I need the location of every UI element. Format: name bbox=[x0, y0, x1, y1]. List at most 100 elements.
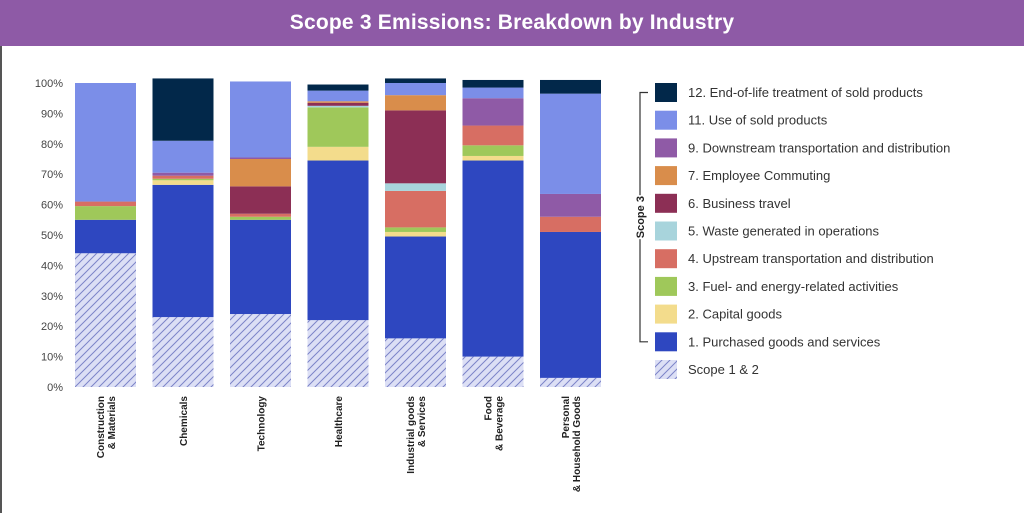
bar-segment bbox=[540, 216, 601, 232]
y-tick-label: 30% bbox=[41, 291, 63, 303]
bar-segment bbox=[307, 107, 369, 147]
legend-label: 2. Capital goods bbox=[688, 307, 782, 322]
bar-segment bbox=[152, 184, 214, 318]
bar-stack bbox=[307, 84, 369, 387]
bar-segment bbox=[75, 83, 136, 202]
svg-text:Personal& Household Goods: Personal& Household Goods bbox=[561, 396, 583, 493]
legend-item: 1. Purchased goods and services bbox=[655, 332, 881, 352]
bar-segment bbox=[385, 183, 446, 191]
bar-segment bbox=[152, 172, 214, 176]
bar-segment bbox=[152, 178, 214, 181]
x-tick-label: Food& Beverage bbox=[484, 396, 506, 451]
y-tick-label: 90% bbox=[41, 108, 63, 120]
legend-label: Scope 1 & 2 bbox=[688, 362, 759, 377]
bar-segment bbox=[230, 219, 291, 315]
chart-title: Scope 3 Emissions: Breakdown by Industry bbox=[289, 11, 735, 34]
legend-item: 2. Capital goods bbox=[655, 304, 782, 324]
bar-segment bbox=[307, 84, 369, 91]
y-tick-label: 70% bbox=[41, 169, 63, 181]
bar-segment bbox=[75, 206, 136, 220]
legend-swatch bbox=[655, 221, 677, 241]
bar-segment bbox=[230, 216, 291, 220]
scope3-bracket: Scope 3 bbox=[633, 91, 648, 343]
bar-segment bbox=[230, 157, 291, 159]
legend-item: 4. Upstream transportation and distribut… bbox=[655, 249, 934, 269]
legend-item: Scope 1 & 2 bbox=[655, 360, 759, 379]
bars bbox=[75, 78, 601, 387]
bar-segment bbox=[385, 231, 446, 237]
bar-segment bbox=[462, 125, 524, 146]
y-tick-label: 60% bbox=[41, 200, 63, 212]
bar-segment bbox=[230, 314, 291, 387]
legend-swatch bbox=[655, 193, 677, 213]
bar-segment bbox=[385, 227, 446, 232]
y-tick-label: 0% bbox=[47, 382, 63, 394]
legend-label: 7. Employee Commuting bbox=[688, 168, 830, 183]
y-tick-label: 10% bbox=[41, 352, 63, 364]
legend-swatch bbox=[655, 332, 677, 352]
legend-swatch bbox=[655, 110, 677, 130]
bar-segment bbox=[230, 186, 291, 214]
bar-segment bbox=[385, 110, 446, 184]
bar-segment bbox=[307, 146, 369, 161]
bar-segment bbox=[307, 160, 369, 321]
bar-segment bbox=[385, 236, 446, 339]
bar-segment bbox=[230, 213, 291, 217]
bar-stack bbox=[462, 79, 524, 387]
bar-stack bbox=[385, 78, 446, 387]
bar-stack bbox=[230, 81, 291, 387]
stacked-bar-chart: 0% 10% 20% 30% 40% 50% 60% 70% 80% 90% 100% Constr… bbox=[35, 78, 950, 493]
bar-segment bbox=[307, 101, 369, 103]
bar-segment bbox=[152, 140, 214, 173]
bar-segment bbox=[75, 253, 136, 387]
legend-swatch bbox=[655, 138, 677, 158]
x-tick-label: Construction& Materials bbox=[96, 396, 118, 459]
bar-segment bbox=[385, 190, 446, 228]
bar-segment bbox=[307, 320, 369, 387]
bar-segment bbox=[540, 193, 601, 217]
bar-segment bbox=[152, 180, 214, 185]
bar-segment bbox=[540, 79, 601, 94]
svg-text:Chemicals: Chemicals bbox=[179, 396, 190, 446]
bar-segment bbox=[307, 102, 369, 106]
bar-segment bbox=[152, 317, 214, 387]
bar-segment bbox=[230, 159, 291, 187]
legend-swatch bbox=[655, 304, 677, 324]
y-tick-label: 40% bbox=[41, 260, 63, 272]
x-axis-labels: Construction& Materials Chemicals Technolo… bbox=[96, 396, 583, 493]
y-axis: 0% 10% 20% 30% 40% 50% 60% 70% 80% 90% 100% bbox=[35, 78, 63, 394]
legend-label: 11. Use of sold products bbox=[688, 113, 828, 128]
bar-segment bbox=[385, 95, 446, 111]
bar-segment bbox=[307, 90, 369, 102]
svg-text:Healthcare: Healthcare bbox=[334, 396, 345, 448]
y-tick-label: 20% bbox=[41, 321, 63, 333]
bar-segment bbox=[462, 356, 524, 387]
bracket-label-bg bbox=[633, 195, 647, 240]
legend-item: 11. Use of sold products bbox=[655, 110, 828, 130]
legend: 12. End-of-life treatment of sold produc… bbox=[633, 83, 950, 379]
bar-segment bbox=[385, 83, 446, 96]
legend-label: 4. Upstream transportation and distribut… bbox=[688, 251, 934, 266]
left-frame-line bbox=[0, 46, 2, 513]
bar-segment bbox=[385, 78, 446, 83]
y-tick-label: 80% bbox=[41, 139, 63, 151]
legend-item: 6. Business travel bbox=[655, 193, 791, 213]
legend-item: 3. Fuel- and energy-related activities bbox=[655, 276, 899, 296]
legend-label: 3. Fuel- and energy-related activities bbox=[688, 279, 899, 294]
svg-text:Food& Beverage: Food& Beverage bbox=[484, 396, 506, 451]
bar-segment bbox=[540, 377, 601, 387]
bar-segment bbox=[540, 231, 601, 378]
x-tick-label: Chemicals bbox=[179, 396, 190, 446]
bar-segment bbox=[462, 87, 524, 99]
legend-swatch bbox=[655, 83, 677, 102]
legend-swatch bbox=[655, 276, 677, 296]
legend-swatch bbox=[655, 249, 677, 269]
legend-label: 6. Business travel bbox=[688, 196, 791, 211]
legend-label: 9. Downstream transportation and distrib… bbox=[688, 140, 950, 155]
bracket-label: Scope 3 bbox=[635, 196, 647, 238]
y-tick-label: 50% bbox=[41, 230, 63, 242]
bar-stack bbox=[152, 78, 214, 387]
bar-segment bbox=[462, 98, 524, 126]
bar-segment bbox=[462, 155, 524, 161]
legend-item: 7. Employee Commuting bbox=[655, 166, 830, 186]
